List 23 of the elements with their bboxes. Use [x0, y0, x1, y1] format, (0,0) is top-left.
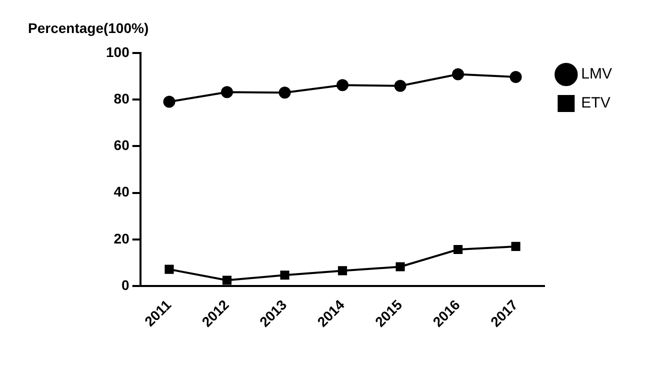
y-tick-label: 100: [106, 44, 130, 60]
point: [163, 96, 176, 108]
point: [396, 262, 405, 272]
point: [338, 266, 348, 276]
point: [452, 68, 464, 80]
point: [453, 244, 463, 254]
legend-label: LMV: [581, 66, 612, 83]
y-tick-label: 80: [114, 90, 130, 106]
point: [336, 79, 349, 92]
y-axis-title: Percentage(100%): [28, 20, 149, 36]
point: [222, 276, 232, 285]
point: [164, 264, 174, 274]
y-tick-label: 0: [122, 276, 130, 293]
point: [394, 80, 406, 92]
point: [220, 86, 233, 98]
y-tick-label: 20: [114, 230, 130, 246]
point: [278, 86, 291, 99]
legend-label: ETV: [581, 94, 610, 112]
y-tick-label: 60: [114, 137, 130, 154]
point: [511, 242, 520, 252]
y-tick-label: 40: [114, 184, 130, 200]
point: [510, 71, 522, 84]
point: [280, 270, 290, 280]
